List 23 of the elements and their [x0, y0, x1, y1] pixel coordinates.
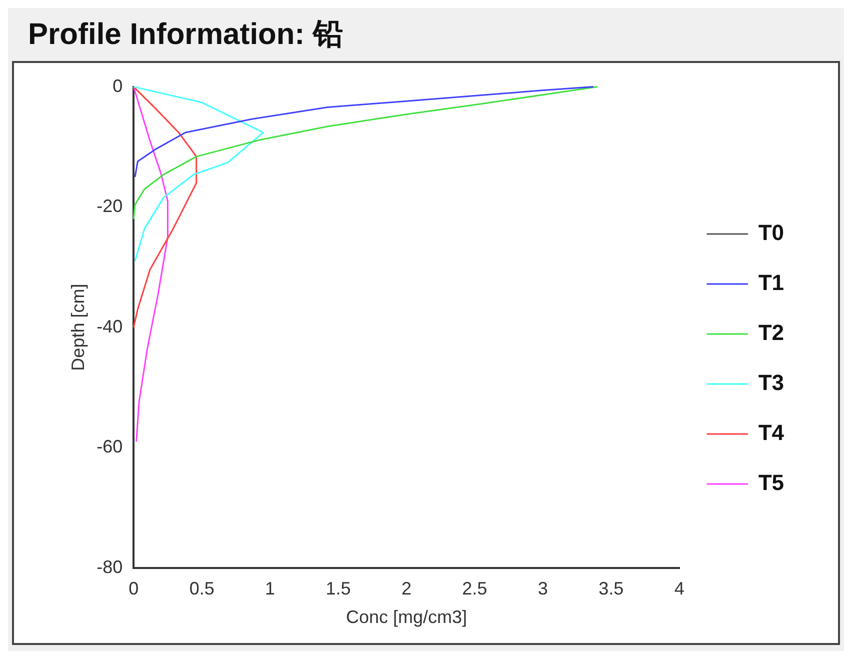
- x-tick-label: 0.5: [189, 578, 214, 599]
- x-tick-label: 2.5: [462, 578, 488, 599]
- y-tick-label: 0: [112, 76, 123, 96]
- legend-label: T5: [758, 470, 784, 496]
- x-tick-label: 1: [265, 578, 276, 599]
- y-tick-label: -40: [96, 316, 123, 336]
- y-tick-label: -60: [96, 436, 123, 457]
- x-tick-label: 0: [128, 578, 139, 599]
- y-tick-label: -20: [96, 196, 123, 216]
- x-tick-label: 1.5: [326, 578, 351, 599]
- y-axis-title: Depth [cm]: [68, 284, 88, 371]
- chart-title: Profile Information: 铅: [27, 17, 344, 53]
- legend-label: T0: [758, 220, 784, 246]
- legend-label: T3: [758, 370, 784, 396]
- legend-label: T4: [758, 420, 785, 446]
- x-tick-label: 4: [674, 578, 684, 599]
- x-tick-label: 3: [538, 578, 548, 599]
- y-tick-label: -80: [96, 556, 123, 577]
- x-tick-label: 2: [401, 578, 412, 599]
- x-axis-title: Conc [mg/cm3]: [346, 607, 467, 628]
- legend-label: T2: [758, 320, 784, 346]
- x-tick-label: 3.5: [598, 578, 624, 599]
- legend-label: T1: [758, 270, 784, 296]
